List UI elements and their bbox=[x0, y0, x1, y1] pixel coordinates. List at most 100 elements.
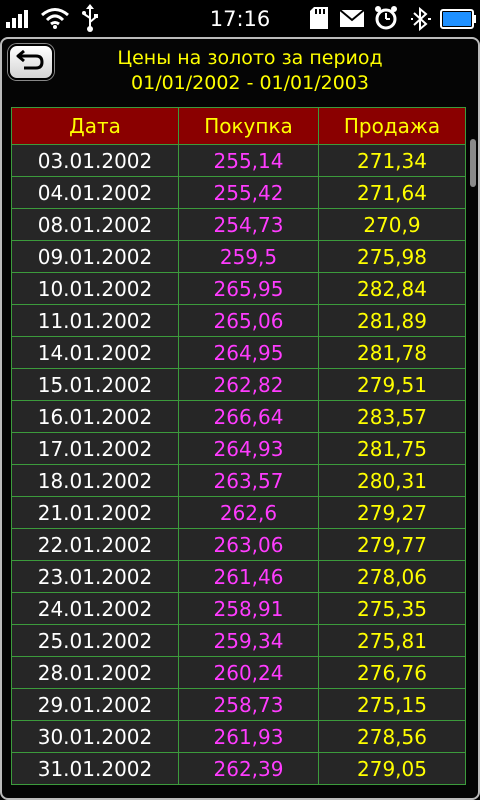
cell-date: 24.01.2002 bbox=[11, 592, 179, 625]
cell-buy: 264,93 bbox=[178, 432, 319, 465]
cell-sell: 271,64 bbox=[318, 176, 466, 209]
status-time: 17:16 bbox=[209, 7, 271, 31]
cell-sell: 280,31 bbox=[318, 464, 466, 497]
table-row[interactable]: 30.01.2002 261,93 278,56 bbox=[11, 720, 466, 753]
table-row[interactable]: 18.01.2002 263,57 280,31 bbox=[11, 464, 466, 497]
column-header-sell: Продажа bbox=[318, 107, 466, 145]
cell-buy: 262,6 bbox=[178, 496, 319, 529]
cell-date: 21.01.2002 bbox=[11, 496, 179, 529]
cell-date: 28.01.2002 bbox=[11, 656, 179, 689]
alarm-icon bbox=[375, 6, 397, 30]
cell-buy: 266,64 bbox=[178, 400, 319, 433]
back-arrow-icon bbox=[16, 49, 44, 70]
table-row[interactable]: 15.01.2002 262,82 279,51 bbox=[11, 368, 466, 401]
cell-date: 17.01.2002 bbox=[11, 432, 179, 465]
cell-sell: 275,15 bbox=[318, 688, 466, 721]
cell-buy: 260,24 bbox=[178, 656, 319, 689]
table-row[interactable]: 24.01.2002 258,91 275,35 bbox=[11, 592, 466, 625]
table-header-row: Дата Покупка Продажа bbox=[11, 107, 466, 145]
table-row[interactable]: 21.01.2002 262,6 279,27 bbox=[11, 496, 466, 529]
cell-date: 03.01.2002 bbox=[11, 144, 179, 177]
table-row[interactable]: 31.01.2002 262,39 279,05 bbox=[11, 752, 466, 785]
cell-sell: 279,05 bbox=[318, 752, 466, 785]
signal-icon bbox=[6, 10, 28, 28]
table-row[interactable]: 08.01.2002 254,73 270,9 bbox=[11, 208, 466, 241]
table-row[interactable]: 29.01.2002 258,73 275,15 bbox=[11, 688, 466, 721]
wifi-icon bbox=[41, 8, 69, 29]
bluetooth-icon bbox=[411, 6, 431, 32]
cell-buy: 258,91 bbox=[178, 592, 319, 625]
cell-buy: 255,42 bbox=[178, 176, 319, 209]
cell-sell: 278,56 bbox=[318, 720, 466, 753]
cell-date: 30.01.2002 bbox=[11, 720, 179, 753]
cell-buy: 264,95 bbox=[178, 336, 319, 369]
table-row[interactable]: 14.01.2002 264,95 281,78 bbox=[11, 336, 466, 369]
cell-date: 25.01.2002 bbox=[11, 624, 179, 657]
table-row[interactable]: 28.01.2002 260,24 276,76 bbox=[11, 656, 466, 689]
cell-date: 04.01.2002 bbox=[11, 176, 179, 209]
cell-sell: 281,75 bbox=[318, 432, 466, 465]
back-button[interactable] bbox=[8, 44, 54, 80]
page-title-line2: 01/01/2002 - 01/01/2003 bbox=[131, 72, 369, 94]
table-row[interactable]: 17.01.2002 264,93 281,75 bbox=[11, 432, 466, 465]
cell-date: 29.01.2002 bbox=[11, 688, 179, 721]
table-row[interactable]: 16.01.2002 266,64 283,57 bbox=[11, 400, 466, 433]
cell-buy: 254,73 bbox=[178, 208, 319, 241]
column-header-buy: Покупка bbox=[178, 107, 319, 145]
sd-card-icon bbox=[310, 7, 328, 29]
cell-date: 14.01.2002 bbox=[11, 336, 179, 369]
mail-icon bbox=[340, 10, 364, 27]
gold-prices-table[interactable]: Дата Покупка Продажа 03.01.2002 255,14 271… bbox=[11, 107, 466, 785]
column-header-date: Дата bbox=[11, 107, 179, 145]
cell-buy: 259,34 bbox=[178, 624, 319, 657]
cell-date: 23.01.2002 bbox=[11, 560, 179, 593]
cell-date: 18.01.2002 bbox=[11, 464, 179, 497]
cell-date: 09.01.2002 bbox=[11, 240, 179, 273]
cell-date: 31.01.2002 bbox=[11, 752, 179, 785]
cell-sell: 270,9 bbox=[318, 208, 466, 241]
cell-buy: 261,46 bbox=[178, 560, 319, 593]
cell-sell: 282,84 bbox=[318, 272, 466, 305]
cell-sell: 281,78 bbox=[318, 336, 466, 369]
cell-sell: 275,81 bbox=[318, 624, 466, 657]
cell-buy: 261,93 bbox=[178, 720, 319, 753]
cell-sell: 278,06 bbox=[318, 560, 466, 593]
table-row[interactable]: 23.01.2002 261,46 278,06 bbox=[11, 560, 466, 593]
cell-sell: 276,76 bbox=[318, 656, 466, 689]
usb-icon bbox=[82, 4, 98, 32]
cell-sell: 279,77 bbox=[318, 528, 466, 561]
cell-buy: 263,06 bbox=[178, 528, 319, 561]
cell-sell: 275,98 bbox=[318, 240, 466, 273]
table-row[interactable]: 09.01.2002 259,5 275,98 bbox=[11, 240, 466, 273]
cell-buy: 258,73 bbox=[178, 688, 319, 721]
cell-buy: 259,5 bbox=[178, 240, 319, 273]
cell-date: 15.01.2002 bbox=[11, 368, 179, 401]
table-row[interactable]: 22.01.2002 263,06 279,77 bbox=[11, 528, 466, 561]
app-screen: Цены на золото за период 01/01/2002 - 01… bbox=[0, 37, 480, 800]
table-row[interactable]: 03.01.2002 255,14 271,34 bbox=[11, 144, 466, 177]
table-row[interactable]: 10.01.2002 265,95 282,84 bbox=[11, 272, 466, 305]
table-row[interactable]: 25.01.2002 259,34 275,81 bbox=[11, 624, 466, 657]
cell-sell: 271,34 bbox=[318, 144, 466, 177]
cell-sell: 283,57 bbox=[318, 400, 466, 433]
cell-sell: 275,35 bbox=[318, 592, 466, 625]
cell-date: 11.01.2002 bbox=[11, 304, 179, 337]
cell-date: 08.01.2002 bbox=[11, 208, 179, 241]
cell-date: 22.01.2002 bbox=[11, 528, 179, 561]
page-title: Цены на золото за период 01/01/2002 - 01… bbox=[62, 46, 438, 96]
cell-buy: 265,95 bbox=[178, 272, 319, 305]
table-body: 03.01.2002 255,14 271,34 04.01.2002 255,42 27… bbox=[11, 144, 466, 785]
cell-buy: 263,57 bbox=[178, 464, 319, 497]
status-bar: 17:16 bbox=[0, 0, 480, 36]
cell-buy: 262,39 bbox=[178, 752, 319, 785]
cell-sell: 279,51 bbox=[318, 368, 466, 401]
cell-buy: 262,82 bbox=[178, 368, 319, 401]
cell-date: 10.01.2002 bbox=[11, 272, 179, 305]
table-row[interactable]: 11.01.2002 265,06 281,89 bbox=[11, 304, 466, 337]
cell-buy: 255,14 bbox=[178, 144, 319, 177]
page-title-line1: Цены на золото за период bbox=[117, 47, 383, 69]
cell-buy: 265,06 bbox=[178, 304, 319, 337]
scrollbar[interactable] bbox=[470, 139, 476, 187]
cell-sell: 279,27 bbox=[318, 496, 466, 529]
table-row[interactable]: 04.01.2002 255,42 271,64 bbox=[11, 176, 466, 209]
